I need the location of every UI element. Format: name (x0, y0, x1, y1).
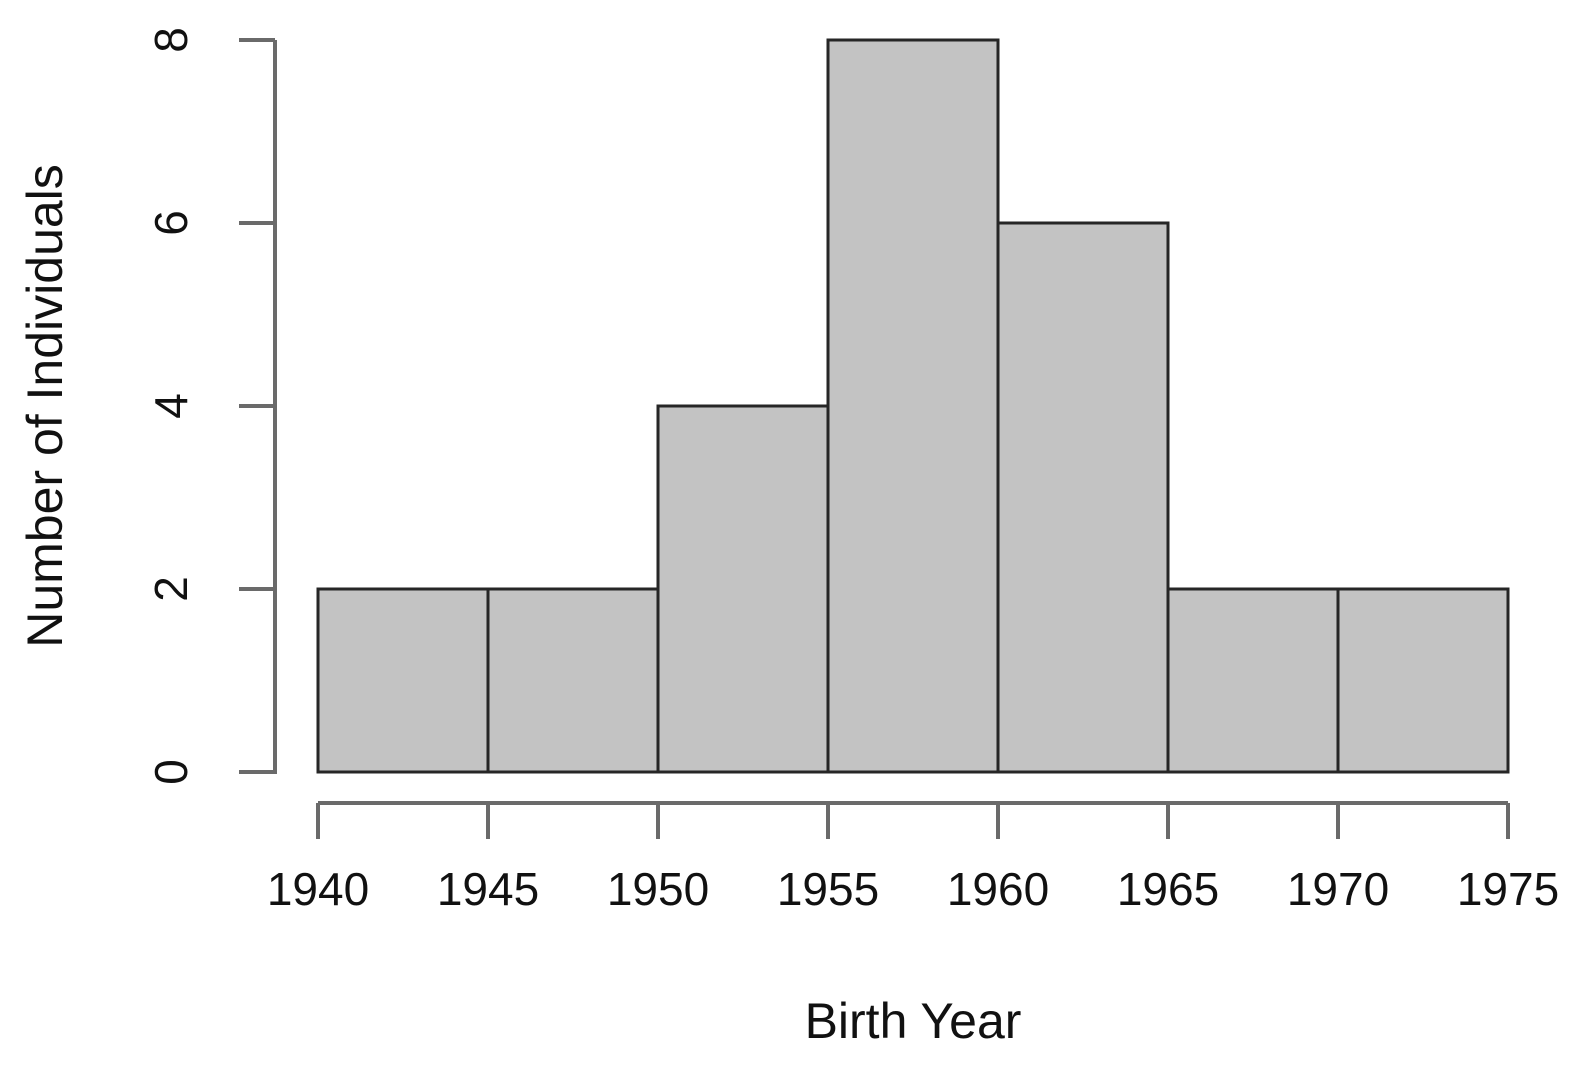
x-tick-label-1975: 1975 (1457, 863, 1559, 915)
histogram-bar-1940-1945 (316, 587, 490, 774)
x-tick-label-1940: 1940 (267, 863, 369, 915)
x-tick-label-1950: 1950 (607, 863, 709, 915)
x-tick-label-1945: 1945 (437, 863, 539, 915)
y-tick-label-4: 4 (145, 393, 197, 419)
y-tick-label-8: 8 (145, 27, 197, 53)
y-tick-label-2: 2 (145, 576, 197, 602)
y-axis: 0 2 4 6 8 (145, 27, 277, 785)
histogram-bar-1955-1960 (826, 38, 1000, 774)
y-tick-label-6: 6 (145, 210, 197, 236)
x-axis-title: Birth Year (805, 993, 1022, 1049)
histogram-bar-1945-1950 (486, 587, 660, 774)
x-axis: 1940 1945 1950 1955 1960 1965 1970 1975 (267, 801, 1559, 915)
bars-group (316, 38, 1510, 774)
x-tick-label-1960: 1960 (947, 863, 1049, 915)
histogram-bar-1970-1975 (1336, 587, 1510, 774)
y-tick-label-0: 0 (145, 759, 197, 785)
histogram-bar-1950-1955 (656, 404, 830, 774)
x-tick-label-1970: 1970 (1287, 863, 1389, 915)
histogram-bar-1960-1965 (996, 221, 1170, 774)
histogram-bar-1965-1970 (1166, 587, 1340, 774)
y-axis-title: Number of Individuals (17, 164, 73, 648)
x-tick-label-1955: 1955 (777, 863, 879, 915)
x-tick-label-1965: 1965 (1117, 863, 1219, 915)
